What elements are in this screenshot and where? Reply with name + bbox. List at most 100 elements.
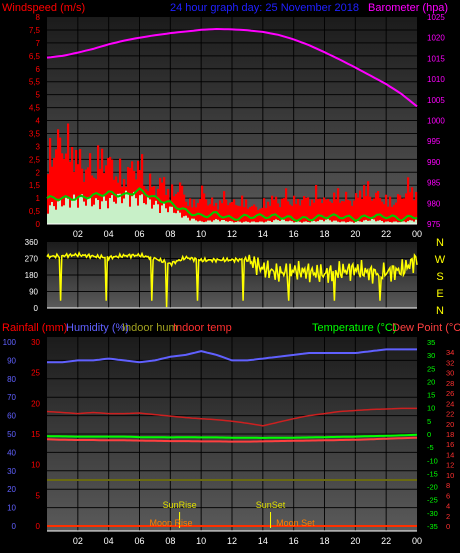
wind-speed-bar (47, 213, 49, 224)
gust-bar (85, 169, 88, 224)
gust-bar (281, 198, 284, 224)
gust-bar (237, 205, 240, 224)
wind-speed-bar (353, 222, 355, 224)
barometer-tick-label: 995 (427, 137, 441, 146)
wind-speed-bar (229, 221, 231, 224)
gust-bar (331, 203, 334, 224)
wind-speed-bar (273, 220, 275, 224)
rainfall-tick-label: 15 (31, 430, 40, 439)
indoor-temp-label: Indoor temp (173, 322, 232, 334)
gust-bar (313, 202, 316, 224)
wind-speed-bar (399, 222, 401, 224)
wind-speed-bar (407, 221, 409, 224)
indoor-temp-tick-label: 12 (446, 461, 454, 470)
gust-bar (75, 150, 78, 224)
windspeed-tick-label: 1 (36, 194, 41, 203)
wind-speed-bar (91, 206, 93, 224)
gust-bar (201, 185, 204, 224)
wind-speed-bar (71, 200, 73, 224)
indoor-temp-tick-label: 32 (446, 358, 454, 367)
wind-speed-bar (355, 221, 357, 224)
dew-point-axis-label: Dew Point (°C) (392, 322, 460, 334)
gust-bar (349, 200, 352, 224)
wind-speed-bar (203, 222, 205, 224)
windspeed-axis-label: Windspeed (m/s) (2, 2, 86, 14)
wind-speed-bar (381, 221, 383, 224)
gust-bar (409, 192, 412, 224)
rainfall-tick-label: 0 (36, 522, 41, 531)
humidity-tick-label: 40 (7, 448, 16, 457)
wind-speed-bar (107, 208, 109, 224)
wind-speed-bar (117, 193, 119, 224)
gust-bar (267, 201, 270, 224)
direction-tick-label: 270 (25, 255, 39, 264)
wind-speed-bar (341, 221, 343, 224)
wind-speed-bar (351, 221, 353, 224)
wind-speed-bar (267, 220, 269, 224)
wind-speed-bar (65, 197, 67, 224)
wind-speed-bar (303, 221, 305, 224)
gust-bar (167, 188, 170, 224)
gust-bar (109, 156, 112, 224)
wind-speed-bar (329, 220, 331, 224)
gust-bar (309, 205, 312, 224)
gust-bar (319, 198, 322, 224)
gust-bar (211, 197, 214, 224)
wind-speed-bar (335, 220, 337, 224)
wind-speed-bar (279, 220, 281, 224)
wind-speed-bar (261, 221, 263, 224)
wind-speed-bar (251, 221, 253, 224)
gust-bar (241, 195, 244, 224)
windspeed-tick-label: 4,5 (29, 104, 41, 113)
wind-speed-bar (305, 221, 307, 224)
wind-speed-bar (231, 221, 233, 224)
wind-speed-bar (191, 218, 193, 224)
temperature-tick-label: 30 (427, 351, 435, 360)
gust-bar (265, 208, 268, 224)
gust-bar (293, 195, 296, 224)
temperature-axis-label: Temperature (°C) (312, 322, 397, 334)
wind-speed-bar (255, 222, 257, 224)
gust-bar (65, 153, 68, 224)
humidity-tick-label: 20 (7, 485, 16, 494)
gust-bar (259, 208, 262, 224)
wind-speed-bar (113, 201, 115, 224)
wind-speed-bar (389, 222, 391, 224)
barometer-tick-label: 985 (427, 179, 441, 188)
wind-speed-bar (301, 222, 303, 224)
wind-speed-bar (153, 204, 155, 224)
gust-bar (151, 187, 154, 224)
wind-speed-bar (361, 221, 363, 224)
gust-bar (69, 161, 72, 224)
wind-speed-bar (141, 194, 143, 224)
moonrise-label: Moon Rise (149, 518, 192, 528)
gust-bar (91, 175, 94, 224)
wind-speed-bar (131, 196, 133, 224)
wind-speed-bar (323, 221, 325, 224)
wind-speed-bar (105, 200, 107, 224)
wind-speed-bar (103, 196, 105, 224)
wind-speed-bar (345, 222, 347, 224)
wind-speed-bar (309, 222, 311, 224)
gust-bar (115, 176, 118, 224)
wind-speed-bar (53, 206, 55, 224)
humidity-tick-label: 30 (7, 467, 16, 476)
windspeed-tick-label: 5 (36, 91, 41, 100)
gust-bar (399, 195, 402, 224)
wind-speed-bar (109, 198, 111, 224)
wind-speed-bar (397, 222, 399, 224)
wind-x-tick-label: 06 (134, 229, 144, 239)
gust-bar (49, 138, 52, 224)
gust-bar (213, 206, 216, 224)
wind-speed-bar (343, 221, 345, 224)
windspeed-tick-label: 0 (36, 220, 41, 229)
gust-bar (389, 196, 392, 224)
wind-speed-bar (209, 220, 211, 224)
indoor-hum-label: Indoor hum (122, 322, 178, 334)
wind-speed-bar (183, 216, 185, 224)
barometer-tick-label: 980 (427, 199, 441, 208)
temperature-tick-label: -5 (427, 443, 434, 452)
wind-speed-bar (269, 220, 271, 224)
gust-bar (263, 198, 266, 224)
